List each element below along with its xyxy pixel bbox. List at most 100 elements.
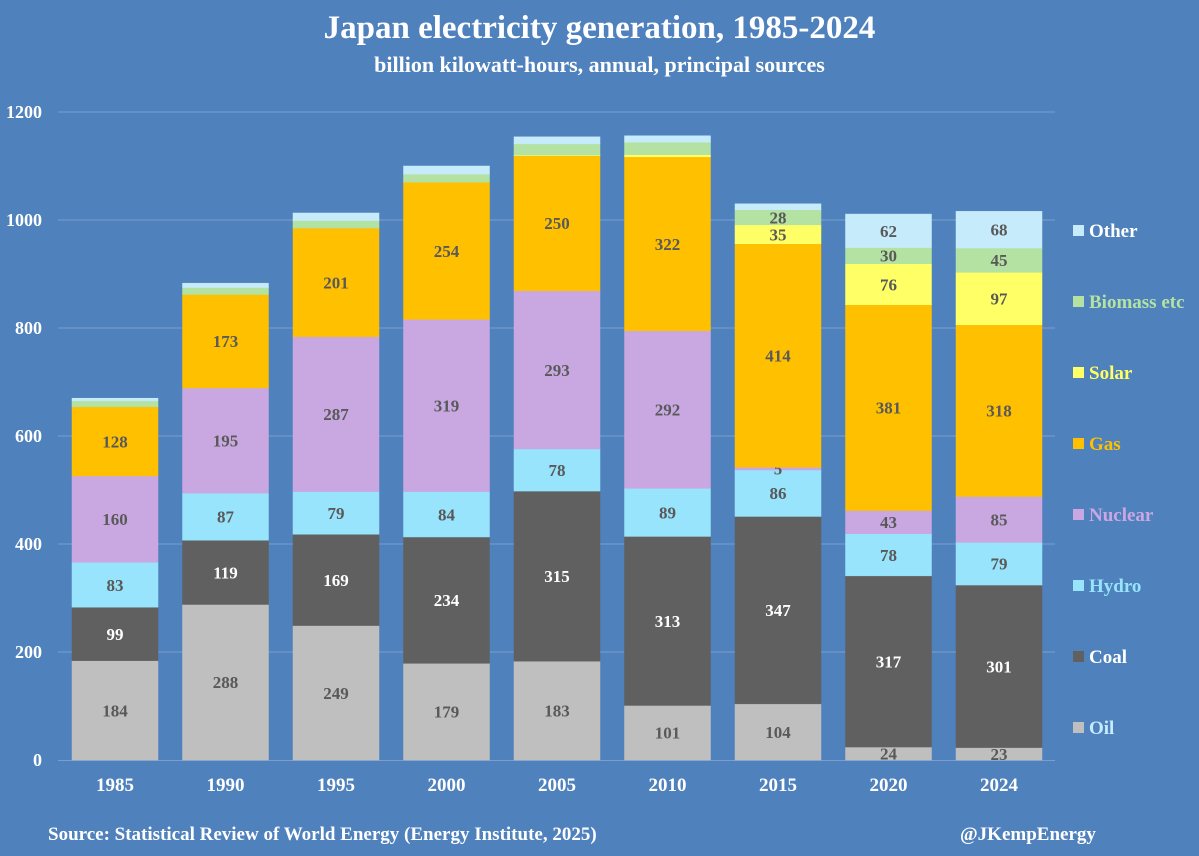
data-label: 30 xyxy=(880,247,897,266)
data-label: 313 xyxy=(655,612,681,631)
bar-segment-coal xyxy=(292,534,380,626)
bar-segment-coal xyxy=(955,584,1043,748)
bar-segment-hydro xyxy=(403,491,490,538)
bar-segment-coal xyxy=(71,606,159,661)
legend-swatch xyxy=(1073,225,1084,236)
legend-item-biomass-etc: Biomass etc xyxy=(1073,292,1185,313)
bar-segment-biomass-etc xyxy=(292,220,380,229)
data-label: 78 xyxy=(880,546,897,565)
y-tick-label: 800 xyxy=(15,318,42,338)
bar-segment-other xyxy=(182,282,269,288)
bar-segment-oil xyxy=(71,660,159,761)
data-label: 234 xyxy=(434,591,460,610)
data-label: 301 xyxy=(986,657,1012,676)
data-label: 119 xyxy=(213,563,238,582)
data-label: 414 xyxy=(765,347,791,366)
bar-segment-gas xyxy=(182,294,269,389)
data-label: 160 xyxy=(102,510,128,529)
legend-item-gas: Gas xyxy=(1073,434,1121,455)
data-label: 83 xyxy=(107,576,124,595)
data-label: 5 xyxy=(774,460,783,479)
bar-segment-nuclear xyxy=(182,387,269,494)
data-label: 250 xyxy=(544,214,570,233)
bar-segment-solar xyxy=(845,263,932,306)
bar-segment-coal xyxy=(845,575,932,748)
data-label: 24 xyxy=(880,745,898,764)
data-label: 254 xyxy=(434,242,460,261)
legend-label: Oil xyxy=(1089,718,1114,739)
data-label: 84 xyxy=(438,505,456,524)
legend: Other Biomass etc Solar Gas Nuclear Hydro Coal… xyxy=(1073,221,1185,739)
data-label: 195 xyxy=(213,432,239,451)
bar-segment-gas xyxy=(734,243,822,468)
data-label: 97 xyxy=(991,290,1009,309)
bar-segment-other xyxy=(292,212,380,221)
bar-segment-coal xyxy=(734,516,822,705)
bar-stack-2005: 183 315 78 293 250 xyxy=(513,136,601,761)
bar-segment-hydro xyxy=(182,492,269,541)
data-label: 318 xyxy=(986,402,1012,421)
x-tick-label: 1995 xyxy=(317,775,355,796)
data-label: 85 xyxy=(991,510,1008,529)
bar-segment-biomass-etc xyxy=(71,400,159,408)
bar-segment-hydro xyxy=(71,562,159,608)
x-tick-label: 2020 xyxy=(870,775,908,796)
bar-stack-2000: 179 234 84 319 254 xyxy=(403,165,490,761)
y-tick-label: 600 xyxy=(15,426,42,446)
bar-segment-biomass-etc xyxy=(513,143,601,156)
data-label: 347 xyxy=(765,601,791,620)
data-label: 293 xyxy=(544,361,570,380)
data-label: 317 xyxy=(876,652,902,671)
legend-swatch xyxy=(1073,438,1084,449)
data-label: 201 xyxy=(323,273,349,292)
legend-label: Nuclear xyxy=(1089,505,1154,526)
data-label: 322 xyxy=(655,235,681,254)
bar-stack-2020: 24 317 78 43 381 76 30 62 xyxy=(845,213,932,764)
bar-segment-other xyxy=(513,136,601,145)
data-label: 288 xyxy=(213,673,239,692)
x-tick-label: 2015 xyxy=(759,775,797,796)
data-label: 43 xyxy=(880,513,897,532)
bar-segment-gas xyxy=(292,227,380,337)
data-label: 79 xyxy=(328,504,345,523)
data-label: 184 xyxy=(102,701,128,720)
legend-swatch xyxy=(1073,651,1084,662)
bar-segment-other xyxy=(71,397,159,402)
legend-label: Hydro xyxy=(1089,576,1141,597)
legend-label: Coal xyxy=(1089,647,1127,668)
data-label: 68 xyxy=(991,221,1008,240)
x-tick-label: 1985 xyxy=(96,775,134,796)
y-axis: 0 200 400 600 800 1000 1200 xyxy=(6,102,1055,770)
bar-segment-nuclear xyxy=(403,319,490,492)
bar-segment-oil xyxy=(513,660,601,761)
y-tick-label: 1000 xyxy=(6,210,42,230)
chart-subtitle: billion kilowatt-hours, annual, principa… xyxy=(374,52,825,77)
data-label: 183 xyxy=(544,702,570,721)
bar-segment-gas xyxy=(624,156,711,331)
bar-segment-gas xyxy=(71,406,159,477)
bar-segment-other xyxy=(845,213,932,248)
source-note: Source: Statistical Review of World Ener… xyxy=(48,824,597,845)
data-label: 28 xyxy=(770,208,787,227)
data-label: 62 xyxy=(880,222,897,241)
bar-stack-1995: 249 169 79 287 201 xyxy=(292,212,380,761)
x-tick-label: 2005 xyxy=(538,775,576,796)
data-label: 86 xyxy=(770,484,787,503)
bar-segment-gas xyxy=(845,304,932,511)
legend-item-oil: Oil xyxy=(1073,718,1114,739)
data-label: 101 xyxy=(655,724,681,743)
data-label: 35 xyxy=(770,225,787,244)
bar-segment-coal xyxy=(403,536,490,664)
data-label: 381 xyxy=(876,399,902,418)
bar-segment-oil xyxy=(734,703,822,761)
bar-segment-gas xyxy=(955,324,1043,497)
legend-item-hydro: Hydro xyxy=(1073,576,1141,597)
bar-segment-hydro xyxy=(513,448,601,492)
legend-label: Biomass etc xyxy=(1089,292,1185,313)
data-label: 179 xyxy=(434,703,460,722)
legend-label: Other xyxy=(1089,221,1138,242)
data-label: 128 xyxy=(102,432,128,451)
data-label: 23 xyxy=(991,745,1008,764)
bar-segment-oil xyxy=(292,625,380,761)
bar-segment-gas xyxy=(403,181,490,320)
